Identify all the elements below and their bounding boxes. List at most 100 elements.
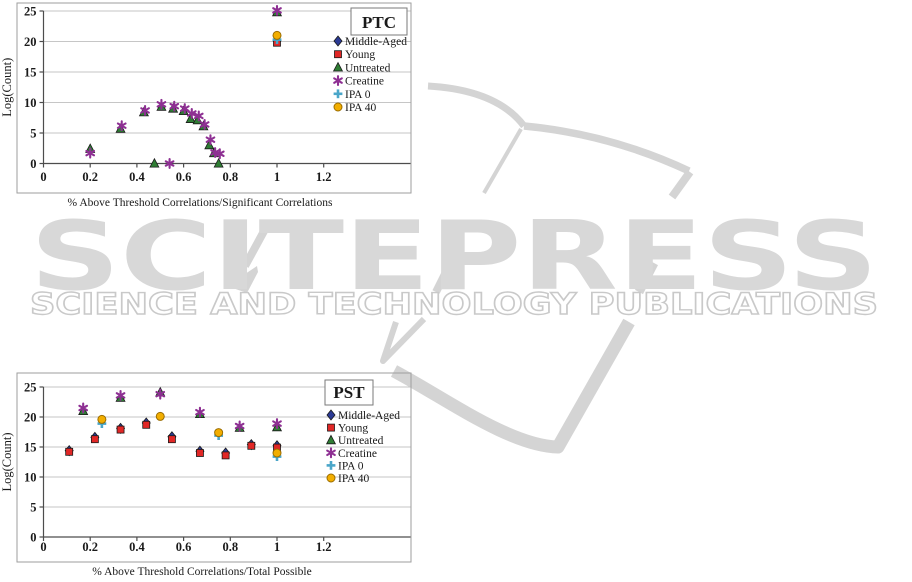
- asterisk-arm: [326, 449, 336, 457]
- logo-fold-line: [482, 127, 523, 195]
- y-tick-label: 10: [24, 96, 37, 110]
- logo-arc-right: [523, 122, 691, 175]
- chart-title: PST: [333, 383, 365, 402]
- watermark-tagline-text: SCIENCE AND TECHNOLOGY PUBLICATIONS: [30, 287, 878, 321]
- square-shape: [221, 451, 230, 460]
- logo-slash-mid: [432, 264, 453, 294]
- square-marker: [221, 451, 230, 460]
- triangle-shape: [332, 61, 344, 72]
- asterisk-arm: [179, 105, 190, 112]
- plus-marker: [326, 461, 336, 470]
- asterisk-marker: [199, 119, 210, 130]
- y-tick-label: 10: [24, 471, 37, 485]
- triangle-shape: [149, 157, 160, 168]
- asterisk-marker: [78, 402, 89, 414]
- legend-label: Creatine: [338, 448, 377, 460]
- asterisk-marker: [179, 103, 190, 115]
- y-tick-label: 5: [30, 501, 36, 515]
- triangle-marker: [325, 434, 337, 445]
- x-tick-label: 1: [274, 540, 280, 554]
- asterisk-marker: [272, 4, 282, 16]
- legend-item-untreated: Untreated: [332, 61, 391, 74]
- square-marker: [247, 441, 256, 450]
- series-untreated: [78, 386, 283, 432]
- logo-vee: [380, 316, 427, 364]
- diamond-marker: [333, 35, 343, 47]
- legend-label: Middle-Aged: [345, 36, 407, 48]
- x-tick-label: 0.8: [222, 170, 238, 184]
- plus-marker: [333, 89, 343, 99]
- diamond-shape: [333, 35, 343, 47]
- legend-item-ipa-0: IPA 0: [333, 89, 371, 101]
- x-tick-label: 1.2: [316, 170, 332, 184]
- square-shape: [334, 50, 342, 59]
- series-creatine: [78, 388, 282, 432]
- legend-label: IPA 40: [345, 102, 376, 114]
- asterisk-marker: [115, 389, 126, 401]
- x-tick-label: 0.4: [129, 170, 145, 184]
- y-tick-label: 25: [24, 381, 37, 395]
- logo-arc-left: [427, 82, 527, 129]
- asterisk-arm: [169, 102, 180, 110]
- series-young: [65, 420, 281, 460]
- circle-shape: [272, 448, 282, 458]
- asterisk-marker: [234, 420, 245, 432]
- asterisk-arm: [155, 390, 166, 398]
- asterisk-marker: [205, 134, 216, 146]
- chart-ptc: 0 0.2 0.4 0.6 0.8 1 1.2 0 5 10 15 20 25 % Above Thres…: [0, 2, 412, 209]
- logo-dart-stroke: [241, 220, 273, 268]
- square-marker: [327, 423, 335, 432]
- circle-shape: [326, 473, 336, 483]
- square-shape: [116, 425, 125, 434]
- legend-item-ipa-40: IPA 40: [333, 102, 376, 114]
- square-marker: [142, 420, 151, 429]
- asterisk-arm: [214, 150, 225, 157]
- logo-slash-right: [635, 260, 658, 295]
- circle-marker: [333, 102, 343, 112]
- triangle-marker: [213, 157, 224, 168]
- logo-hook: [668, 169, 694, 200]
- y-tick-label: 20: [24, 411, 37, 425]
- legend-item-creatine: Creatine: [333, 75, 384, 88]
- asterisk-arm: [156, 101, 167, 108]
- legend-label: Untreated: [338, 435, 384, 447]
- plot-border: [16, 2, 412, 194]
- x-axis-title: % Above Threshold Correlations/Total Pos…: [92, 566, 311, 578]
- asterisk-marker: [214, 148, 225, 160]
- y-axis-title: Log(Count): [0, 58, 14, 117]
- y-tick-label: 0: [30, 531, 36, 545]
- circle-marker: [97, 414, 107, 424]
- asterisk-arm: [210, 149, 220, 156]
- square-shape: [65, 447, 74, 456]
- diamond-marker: [326, 409, 336, 421]
- legend-item-middle-aged: Middle-Aged: [326, 409, 400, 422]
- diamond-shape: [326, 409, 336, 421]
- series-ipa-40: [97, 411, 282, 458]
- legend-label: Untreated: [345, 62, 391, 74]
- y-tick-label: 5: [30, 127, 36, 141]
- legend-label: Young: [338, 423, 368, 435]
- asterisk-arm: [116, 122, 127, 129]
- y-tick-label: 25: [24, 5, 37, 19]
- circle-marker: [214, 428, 224, 438]
- legend-item-ipa-40: IPA 40: [326, 473, 369, 485]
- circle-marker: [272, 30, 282, 40]
- y-tick-label: 15: [24, 441, 37, 455]
- legend-label: Middle-Aged: [338, 410, 400, 422]
- circle-marker: [326, 473, 336, 483]
- square-marker: [90, 435, 99, 444]
- legend-label: IPA 40: [338, 473, 369, 485]
- x-tick-label: 1: [274, 170, 280, 184]
- circle-shape: [97, 414, 107, 424]
- series-ipa-40: [272, 30, 282, 40]
- square-shape: [168, 435, 176, 444]
- asterisk-arm: [164, 160, 175, 167]
- square-shape: [196, 449, 204, 457]
- legend-item-ipa-0: IPA 0: [326, 460, 364, 472]
- logo-wave: [390, 318, 635, 454]
- x-tick-label: 0: [40, 540, 46, 554]
- x-tick-label: 0.6: [176, 540, 192, 554]
- x-tick-label: 0.2: [82, 170, 98, 184]
- triangle-shape: [325, 434, 337, 445]
- circle-shape: [214, 428, 224, 438]
